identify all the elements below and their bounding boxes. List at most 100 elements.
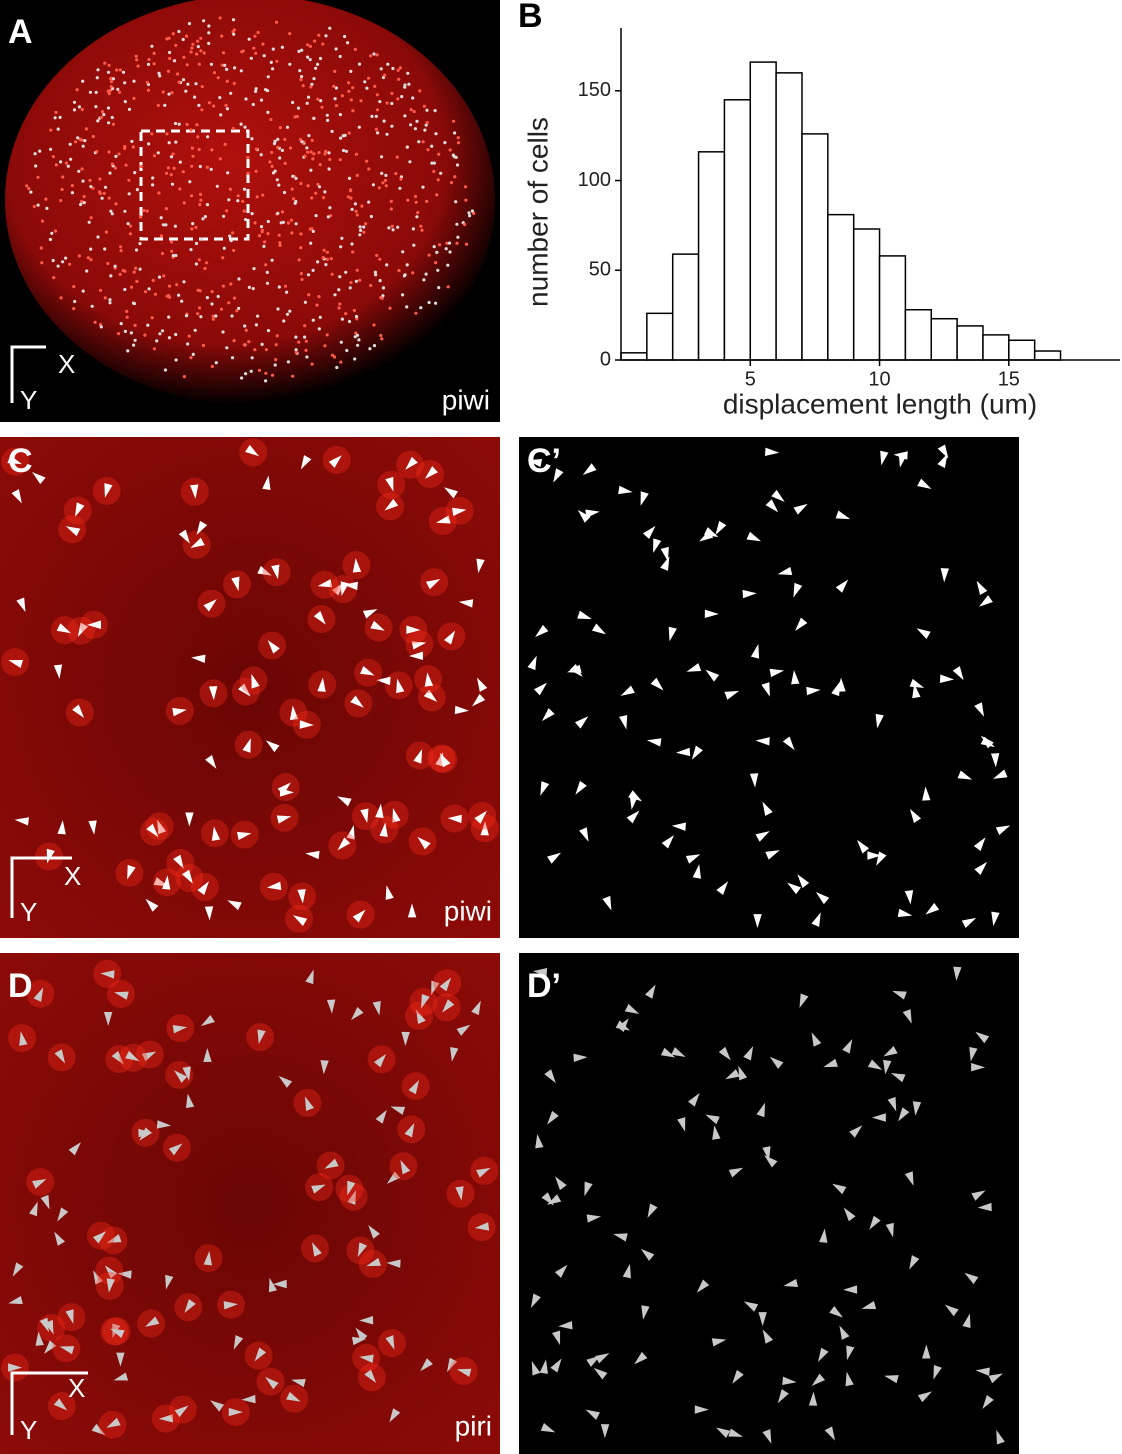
cell-dot	[229, 91, 233, 95]
cell-dot	[232, 81, 236, 86]
cell-dot	[252, 46, 256, 50]
cell-dot	[327, 167, 331, 171]
cell-dot	[372, 344, 377, 348]
cell-dot	[199, 36, 203, 40]
displacement-arrow	[385, 885, 394, 900]
cell-dot	[264, 371, 268, 375]
cell-dot	[444, 247, 448, 251]
cell-dot	[242, 343, 246, 347]
bar	[904, 309, 933, 361]
displacement-arrow	[313, 611, 326, 625]
displacement-arrow	[351, 1336, 367, 1346]
displacement-arrow	[57, 820, 66, 835]
cell-dot	[274, 20, 279, 24]
cell-dot	[152, 62, 156, 66]
cell-dot	[194, 82, 198, 86]
displacement-arrow	[182, 869, 194, 884]
cell-dot	[216, 294, 220, 299]
cell-dot	[467, 211, 471, 215]
displacement-arrow	[527, 655, 537, 671]
cell-dot	[207, 31, 211, 35]
bar	[723, 99, 752, 361]
cell-dot	[169, 155, 174, 159]
cell-dot	[243, 125, 247, 129]
cell-dot	[280, 210, 285, 214]
cell-dot	[180, 299, 184, 303]
cell-dot	[383, 73, 387, 77]
cell-dot	[189, 50, 193, 54]
displacement-arrow	[725, 1069, 740, 1080]
cell-dot	[306, 55, 310, 59]
cell-dot	[376, 131, 380, 135]
cell-dot	[309, 150, 313, 154]
displacement-arrow	[640, 491, 649, 506]
cell-dot	[446, 285, 450, 289]
displacement-arrow	[550, 1358, 562, 1373]
cell-dot	[198, 203, 202, 207]
cell-dot	[103, 296, 107, 300]
cell-dot	[312, 152, 316, 156]
bar	[697, 151, 726, 361]
cell-dot	[233, 66, 237, 70]
cell-dot	[338, 275, 342, 279]
displacement-arrow	[971, 1063, 986, 1072]
cell-dot	[130, 139, 134, 143]
cell-dot	[261, 42, 265, 46]
cell-dot	[299, 272, 303, 276]
cell-dot	[433, 109, 437, 113]
cell-dot	[152, 347, 156, 351]
displacement-arrow	[925, 902, 940, 915]
cell-dot	[298, 69, 302, 73]
cell-dot	[167, 141, 171, 145]
cell-dot	[253, 348, 257, 352]
cell-dot	[212, 71, 217, 75]
displacement-arrow	[390, 1106, 406, 1115]
displacement-arrow	[404, 1122, 415, 1138]
cell-dot	[185, 122, 189, 127]
cell-dot	[316, 62, 320, 66]
cell-dot	[220, 34, 224, 38]
cell-dot	[285, 290, 289, 294]
displacement-arrow	[902, 1009, 912, 1024]
cell-dot	[317, 185, 322, 189]
displacement-arrow	[849, 1125, 863, 1138]
cell-dot	[264, 379, 268, 383]
displacement-arrow	[573, 1053, 588, 1062]
cell-dot	[310, 362, 314, 366]
displacement-arrow	[352, 909, 366, 923]
cell-dot	[74, 140, 78, 144]
displacement-arrow	[100, 970, 115, 979]
displacement-arrow	[359, 1354, 374, 1363]
cell-dot	[99, 325, 103, 329]
cell-dot	[111, 122, 116, 126]
displacement-arrow	[668, 626, 677, 642]
displacement-arrow	[223, 1301, 238, 1310]
cell-dot	[165, 171, 169, 175]
cell-dot	[250, 356, 254, 360]
displacement-arrow	[976, 580, 988, 596]
cell-dot	[316, 97, 320, 101]
displacement-arrow	[305, 969, 314, 985]
cell-dot	[391, 228, 395, 232]
cell-dot	[231, 231, 235, 235]
cell-dot	[109, 209, 113, 213]
cell-dot	[151, 278, 155, 282]
cell-dot	[170, 91, 174, 95]
cell-dot	[308, 44, 312, 49]
displacement-arrow	[782, 736, 795, 751]
displacement-arrow	[343, 581, 358, 591]
cell-dot	[237, 306, 241, 310]
displacement-arrow	[797, 874, 810, 888]
cell-dot	[378, 279, 382, 283]
panel-label: D’	[527, 967, 561, 1005]
displacement-arrow	[480, 821, 489, 836]
cell-dot	[339, 245, 343, 249]
cell-dot	[319, 99, 323, 103]
cell-dot	[125, 309, 129, 313]
cell-dot	[95, 149, 99, 154]
cell-dot	[79, 202, 83, 207]
cell-dot	[251, 102, 255, 107]
cell-dot	[273, 363, 277, 367]
cell-dot	[66, 164, 70, 168]
displacement-arrow	[117, 1270, 132, 1279]
